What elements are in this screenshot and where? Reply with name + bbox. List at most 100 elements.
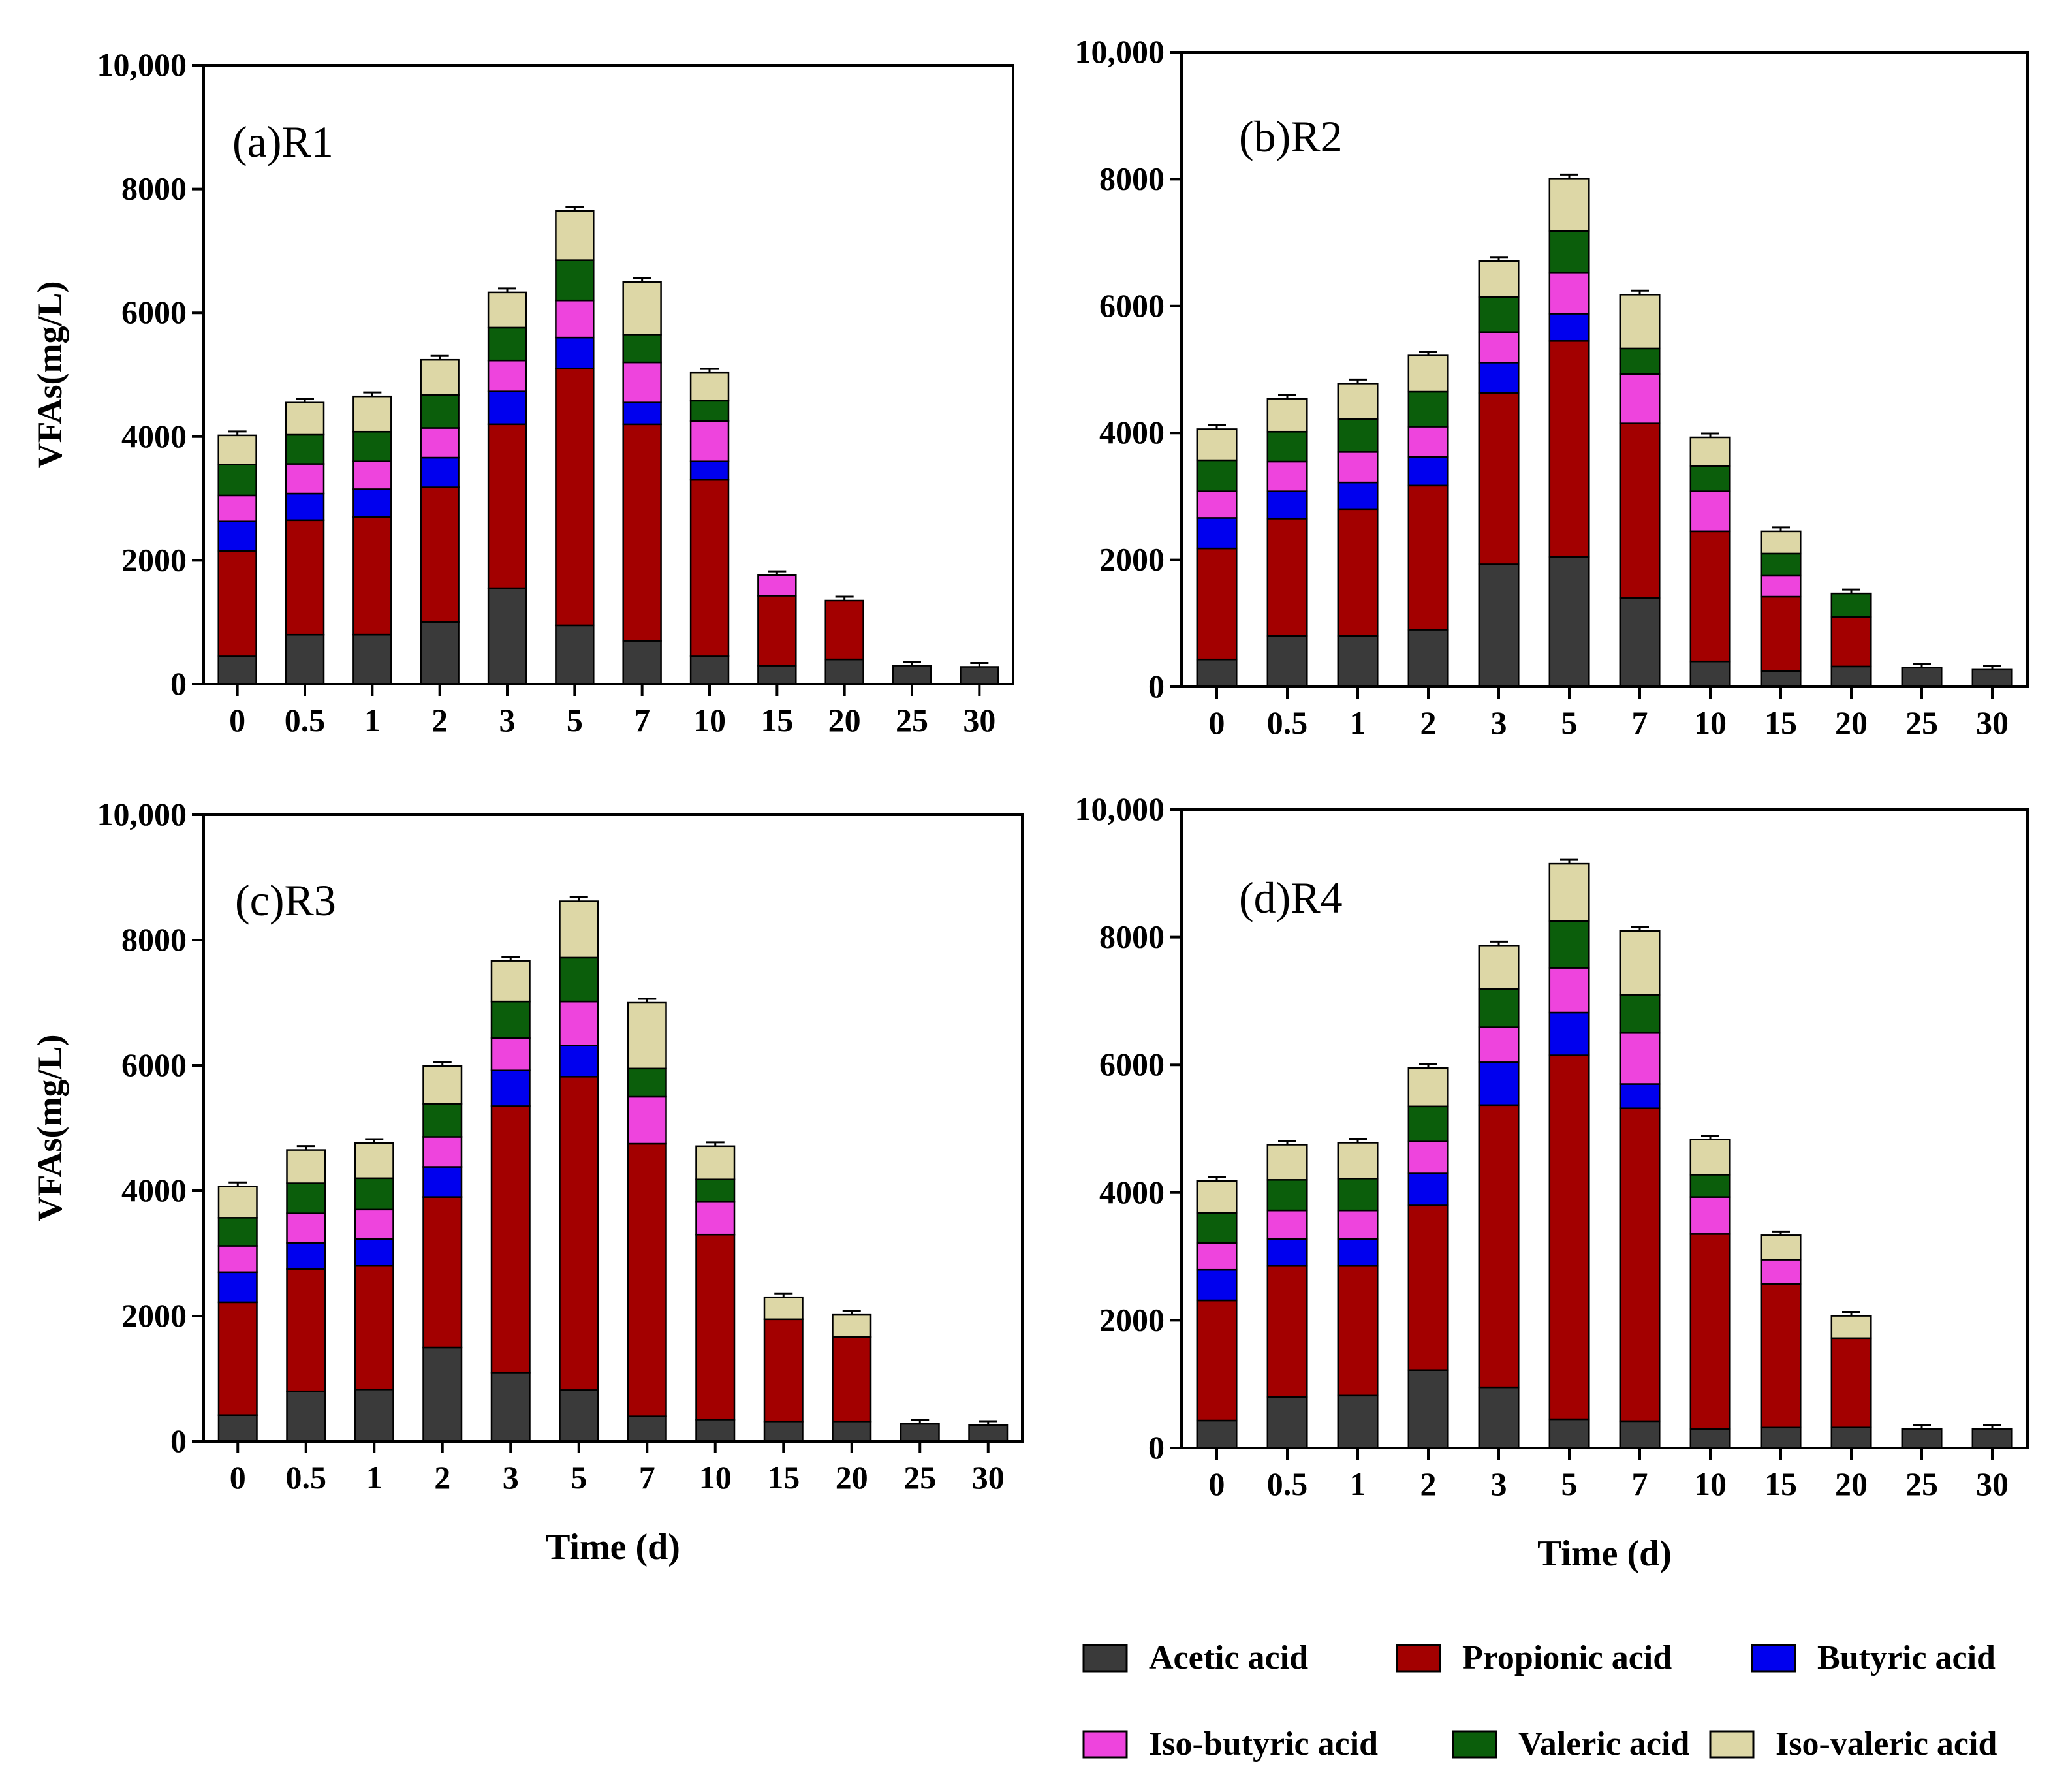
bar-segment-propionic-acid-t0_5 [286, 1268, 326, 1392]
bar-segment-iso-butyric-acid-t0 [1196, 490, 1238, 519]
x-tick-label: 7 [634, 702, 650, 738]
x-tick-label: 5 [571, 1459, 587, 1496]
bar-segment-iso-butyric-acid-t5 [1548, 967, 1590, 1014]
x-tick-label: 25 [1905, 1466, 1938, 1502]
bar-segment-valeric-acid-t10 [695, 1178, 736, 1203]
y-tick-label: 4000 [1099, 414, 1165, 450]
legend-label-acetic-acid: Acetic acid [1149, 1639, 1308, 1676]
bar-segment-propionic-acid-t3 [487, 423, 527, 589]
bar-segment-iso-butyric-acid-t0 [1196, 1242, 1238, 1271]
x-tick-label: 3 [1491, 704, 1507, 741]
bar-segment-acetic-acid-t0 [217, 655, 257, 685]
bar-segment-butyric-acid-t2 [420, 456, 460, 488]
x-tick-label: 15 [1764, 1466, 1797, 1502]
x-tick-label: 5 [1561, 1466, 1578, 1502]
legend-label-iso-butyric-acid: Iso-butyric acid [1149, 1725, 1378, 1763]
bar-segment-iso-butyric-acid-t5 [559, 1000, 599, 1046]
y-tick-label: 8000 [121, 170, 187, 207]
x-tick-label: 2 [434, 1459, 450, 1496]
y-tick-label: 10,000 [97, 46, 187, 83]
x-tick-label: 25 [1905, 704, 1938, 741]
bar-segment-acetic-acid-t15 [1760, 1426, 1802, 1449]
bar-segment-acetic-acid-t1 [354, 1389, 394, 1443]
y-tick-label: 2000 [121, 541, 187, 578]
x-tick-label: 10 [699, 1459, 732, 1496]
bar-segment-valeric-acid-t0_5 [285, 433, 325, 465]
x-axis: 0 0.5 1 2 3 5 7 10 15 20 25 30 [1209, 1448, 2009, 1502]
bar-segment-iso-valeric-acid-t15 [1760, 1234, 1802, 1261]
y-tick-label: 6000 [1099, 1046, 1165, 1082]
x-tick-label: 5 [1561, 704, 1578, 741]
x-tick-label: 10 [1694, 1466, 1727, 1502]
bar-segment-butyric-acid-t3 [1478, 362, 1520, 394]
bar-segment-iso-valeric-acid-t7 [1619, 294, 1661, 350]
x-axis-title: Time (d) [546, 1527, 680, 1567]
bar-segment-valeric-acid-t0 [1196, 1212, 1238, 1244]
bar-segment-iso-butyric-acid-t10 [689, 420, 730, 462]
bar-segment-acetic-acid-t0_5 [1266, 635, 1308, 688]
bar-segment-iso-valeric-acid-t2 [420, 358, 460, 396]
bar-segment-butyric-acid-t1 [1337, 481, 1379, 511]
chart-panel-2: 0 2000 4000 6000 8000 10,000 0 0.5 1 2 3 5 7 10 15 20 25… [1075, 33, 2029, 741]
bar-segment-iso-valeric-acid-t2 [422, 1065, 463, 1105]
x-tick-label: 10 [693, 702, 726, 738]
chart-panel-1: 0 2000 4000 6000 8000 10,000 0 0.5 1 2 3 5 7 10 15 20 25… [30, 46, 1014, 738]
bar-segment-iso-butyric-acid-t2 [1407, 426, 1449, 458]
legend: Acetic acid Propionic acid Butyric acid Iso… [1082, 1639, 1997, 1763]
bar-segment-butyric-acid-t0_5 [286, 1242, 326, 1270]
bar-segment-iso-butyric-acid-t7 [1619, 1032, 1661, 1085]
bar-segment-iso-butyric-acid-t0 [217, 494, 257, 522]
legend-item-iso-butyric-acid: Iso-butyric acid [1082, 1725, 1378, 1763]
x-tick-label: 15 [1764, 704, 1797, 741]
x-axis-title: Time (d) [1537, 1533, 1672, 1574]
bar-segment-iso-valeric-acid-t1 [1337, 383, 1379, 420]
bar-segment-iso-valeric-acid-t2 [1407, 354, 1449, 393]
bar-segment-valeric-acid-t20 [1830, 592, 1872, 618]
bar-segment-iso-valeric-acid-t15 [763, 1296, 804, 1321]
bar-segment-iso-valeric-acid-t0 [217, 1186, 258, 1219]
bar-segment-propionic-acid-t5 [559, 1076, 599, 1391]
bar-segment-butyric-acid-t5 [555, 336, 595, 369]
bar-segment-acetic-acid-t0_5 [285, 633, 325, 685]
bar-segment-iso-butyric-acid-t0 [217, 1245, 258, 1274]
bar-segment-acetic-acid-t25 [900, 1423, 940, 1443]
bar-segment-iso-butyric-acid-t2 [1407, 1140, 1449, 1174]
panel-title: (d)R4 [1239, 873, 1343, 922]
bar-segment-acetic-acid-t3 [490, 1372, 531, 1443]
bar-segment-acetic-acid-t7 [1619, 1420, 1661, 1449]
x-tick-label: 1 [1350, 704, 1366, 741]
bar-segment-butyric-acid-t1 [354, 1238, 394, 1267]
bar-segment-acetic-acid-t3 [1478, 563, 1520, 688]
bar-stacks [217, 896, 1009, 1443]
x-tick-label: 15 [767, 1459, 800, 1496]
bar-segment-acetic-acid-t15 [763, 1421, 804, 1443]
bar-segment-butyric-acid-t3 [487, 390, 527, 426]
y-tick-label: 2000 [1099, 1301, 1165, 1338]
plot-frame [1180, 51, 2029, 688]
x-tick-label: 7 [1632, 1466, 1648, 1502]
bar-segment-iso-valeric-acid-t5 [1548, 862, 1590, 922]
bar-segment-butyric-acid-t2 [422, 1166, 463, 1198]
bar-segment-propionic-acid-t2 [1407, 1204, 1449, 1371]
bar-segment-propionic-acid-t1 [1337, 508, 1379, 637]
bar-segment-valeric-acid-t3 [490, 1000, 531, 1039]
bar-segment-acetic-acid-t25 [1901, 1428, 1943, 1449]
bar-segment-valeric-acid-t1 [354, 1177, 394, 1211]
bar-segment-propionic-acid-t15 [757, 595, 797, 667]
bar-segment-iso-valeric-acid-t3 [1478, 945, 1520, 990]
bar-segment-iso-butyric-acid-t15 [1760, 574, 1802, 598]
bar-segment-iso-valeric-acid-t7 [622, 281, 662, 336]
bar-segment-butyric-acid-t3 [1478, 1061, 1520, 1107]
bar-segment-acetic-acid-t1 [352, 633, 392, 685]
x-tick-label: 3 [499, 702, 516, 738]
bar-segment-propionic-acid-t7 [1619, 1107, 1661, 1423]
legend-swatch-valeric-acid [1452, 1730, 1497, 1759]
bar-segment-valeric-acid-t3 [1478, 296, 1520, 333]
bar-segment-valeric-acid-t7 [1619, 994, 1661, 1034]
bar-segment-valeric-acid-t2 [422, 1103, 463, 1138]
bar-segment-acetic-acid-t3 [1478, 1386, 1520, 1449]
bar-segment-valeric-acid-t7 [1619, 347, 1661, 375]
bar-segment-iso-butyric-acid-t5 [555, 299, 595, 339]
bar-segment-propionic-acid-t15 [1760, 595, 1802, 672]
y-tick-label: 0 [170, 1423, 187, 1459]
